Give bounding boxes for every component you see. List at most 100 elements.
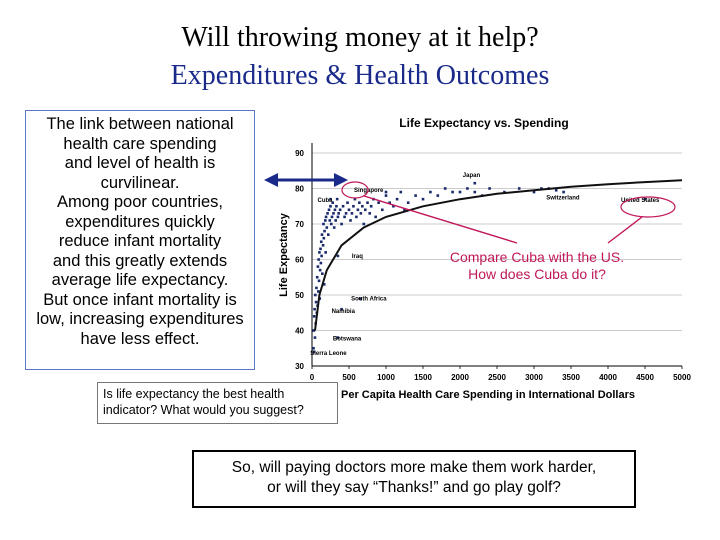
data-point — [338, 208, 342, 212]
data-point — [317, 279, 321, 283]
data-point — [313, 336, 317, 339]
data-point — [313, 307, 316, 311]
data-point — [366, 201, 369, 204]
data-point — [312, 350, 316, 354]
data-point — [322, 236, 326, 240]
country-label: Botswana — [333, 337, 362, 343]
data-point — [318, 268, 322, 272]
data-point — [355, 215, 358, 219]
data-point — [358, 201, 361, 204]
data-point — [562, 190, 565, 194]
chart-title: Life Expectancy vs. Spending — [399, 116, 568, 130]
data-point — [334, 219, 337, 222]
gridlines — [312, 152, 682, 331]
data-point — [369, 204, 373, 208]
data-point — [324, 251, 327, 254]
data-point — [341, 204, 345, 208]
data-point — [406, 201, 410, 204]
country-label: Iraq — [352, 254, 363, 260]
us-highlight-circle — [620, 196, 676, 218]
data-point — [320, 254, 323, 258]
data-point — [332, 212, 335, 215]
data-point — [399, 190, 403, 194]
x-tick-labels: 0 500 1000 1500 2000 2500 3000 3500 4000 4500 5000 — [310, 366, 691, 382]
us-pointer-line — [607, 216, 643, 244]
x-tick-label: 4000 — [599, 373, 617, 382]
y-tick-label: 80 — [295, 185, 304, 194]
data-point — [352, 204, 355, 208]
data-point — [328, 219, 332, 222]
data-point — [381, 208, 384, 212]
data-point — [343, 215, 346, 219]
data-point — [458, 190, 462, 194]
data-point — [337, 212, 340, 215]
data-point — [324, 215, 328, 219]
data-point — [319, 247, 322, 251]
data-point — [388, 201, 391, 204]
data-point — [318, 251, 321, 254]
data-point — [340, 222, 343, 226]
data-point — [315, 275, 319, 279]
data-point — [421, 197, 425, 201]
data-point — [322, 283, 326, 286]
data-point — [333, 208, 337, 212]
data-point — [392, 204, 395, 208]
data-point — [363, 208, 367, 212]
y-axis-label: Life Expectancy — [278, 212, 290, 297]
country-label: Cuba — [318, 198, 334, 204]
data-point — [403, 208, 406, 212]
data-point — [320, 233, 324, 236]
data-point — [429, 190, 432, 194]
explanation-textbox: The link between national health care sp… — [25, 110, 255, 370]
data-point — [451, 190, 454, 194]
data-point — [384, 190, 388, 194]
data-point — [414, 194, 417, 197]
data-point — [395, 197, 399, 201]
double-arrow-right-head — [334, 173, 348, 187]
data-point — [540, 187, 543, 190]
x-tick-label: 1000 — [377, 373, 395, 382]
data-point — [473, 181, 477, 185]
data-point — [336, 336, 340, 339]
cuba-highlight-circle — [341, 181, 369, 199]
data-point — [329, 197, 332, 201]
country-label: Singapore — [354, 188, 384, 194]
data-point — [368, 212, 372, 215]
data-point — [347, 208, 351, 212]
data-point — [443, 187, 447, 190]
country-label: Sierra Leone — [310, 351, 347, 357]
y-tick-label: 70 — [295, 220, 304, 229]
data-point — [322, 222, 325, 226]
x-tick-label: 2500 — [488, 373, 506, 382]
data-point — [321, 244, 325, 247]
data-point — [436, 194, 440, 197]
slide-title: Will throwing money at it help? — [181, 22, 539, 53]
country-label: United States — [621, 198, 660, 204]
data-point — [326, 233, 330, 236]
data-point — [340, 307, 343, 311]
data-point — [316, 290, 320, 293]
country-label: Japan — [463, 173, 481, 179]
data-point — [336, 215, 340, 219]
data-point — [344, 212, 348, 215]
data-point — [350, 212, 354, 215]
data-point — [361, 204, 364, 208]
x-tick-label: 4500 — [636, 373, 654, 382]
data-point — [503, 190, 506, 194]
scatter-points — [312, 181, 647, 354]
data-point — [356, 208, 360, 212]
y-tick-label: 30 — [295, 362, 304, 371]
data-point — [314, 300, 318, 304]
data-point — [554, 188, 558, 192]
data-point — [359, 212, 363, 215]
data-point — [335, 197, 339, 201]
y-tick-label: 60 — [295, 256, 304, 265]
x-tick-label: 2000 — [451, 373, 469, 382]
y-tick-label: 90 — [295, 149, 304, 158]
data-point — [466, 187, 469, 190]
data-point — [532, 190, 536, 194]
data-point — [317, 258, 320, 261]
data-point — [473, 190, 477, 194]
data-point — [353, 197, 357, 201]
y-tick-labels: 30 40 50 60 70 80 90 — [295, 149, 304, 371]
